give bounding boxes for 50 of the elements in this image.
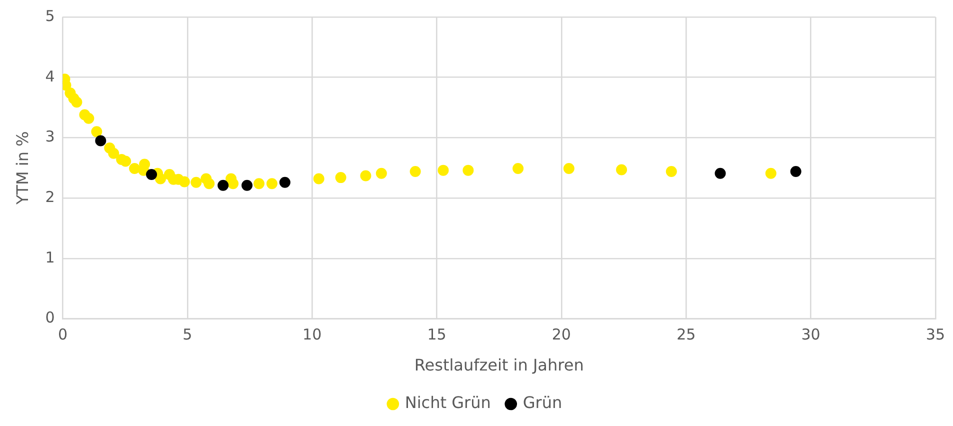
point (410, 166, 421, 178)
point (438, 164, 449, 176)
point (666, 166, 677, 178)
point (462, 164, 474, 176)
point (91, 126, 102, 138)
y-tick-label: 5 (45, 6, 55, 25)
x-tick-label: 35 (926, 326, 946, 344)
point (129, 163, 140, 174)
point (228, 178, 239, 190)
point (83, 112, 94, 124)
point (512, 163, 524, 174)
point (178, 176, 190, 188)
point (71, 96, 82, 108)
x-tick-label: 20 (552, 326, 571, 344)
point (146, 169, 158, 180)
x-tick-label: 5 (182, 326, 192, 344)
point (790, 166, 802, 178)
point (108, 148, 120, 159)
y-axis-title: YTM in % (12, 131, 32, 206)
point (279, 176, 290, 188)
y-tick-label: 1 (45, 248, 55, 266)
x-tick-label: 10 (302, 326, 322, 344)
point (335, 172, 346, 184)
point (95, 135, 106, 146)
point (190, 176, 202, 188)
x-axis-title: Restlaufzeit in Jahren (414, 356, 584, 375)
point (360, 170, 372, 182)
legend-label: Nicht Grün (404, 393, 491, 412)
x-tick-label: 15 (427, 326, 446, 344)
point (218, 180, 229, 191)
point (616, 164, 628, 176)
y-tick-label: 3 (45, 128, 55, 146)
point (154, 173, 166, 184)
x-tick-label: 25 (676, 326, 696, 344)
point (204, 178, 215, 190)
point (253, 178, 264, 190)
point (120, 156, 132, 167)
point (376, 168, 387, 179)
point (714, 168, 726, 179)
y-tick-label: 0 (45, 308, 55, 327)
point (242, 180, 253, 191)
x-tick-label: 30 (801, 326, 820, 344)
point (765, 168, 776, 179)
legend-label: Grün (522, 393, 562, 412)
y-tick-label: 2 (45, 188, 55, 206)
point (266, 178, 278, 190)
point (313, 173, 324, 184)
point (563, 163, 574, 174)
y-tick-label: 4 (45, 67, 55, 86)
x-tick-label: 0 (58, 326, 68, 344)
